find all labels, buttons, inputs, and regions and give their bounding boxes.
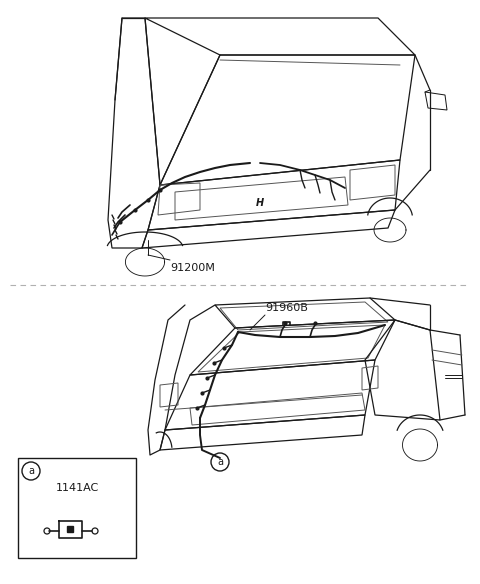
Text: a: a: [217, 457, 223, 467]
Text: 91200M: 91200M: [170, 263, 215, 273]
Text: 91960B: 91960B: [265, 303, 308, 313]
Text: H: H: [256, 198, 264, 208]
Text: a: a: [28, 466, 34, 476]
Text: 1141AC: 1141AC: [55, 483, 98, 493]
Bar: [18, 458, 136, 558]
